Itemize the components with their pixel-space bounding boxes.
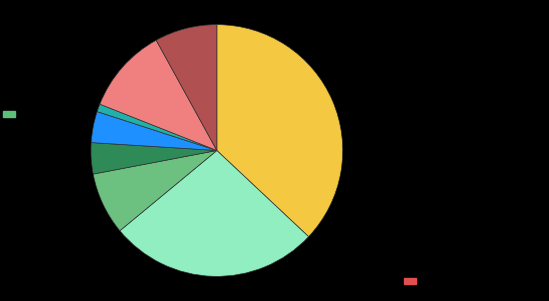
Wedge shape: [91, 112, 217, 150]
Wedge shape: [97, 104, 217, 150]
Wedge shape: [93, 150, 217, 231]
Wedge shape: [100, 40, 217, 150]
Wedge shape: [217, 25, 343, 237]
Wedge shape: [156, 25, 217, 150]
Wedge shape: [91, 143, 217, 174]
Wedge shape: [120, 150, 309, 276]
